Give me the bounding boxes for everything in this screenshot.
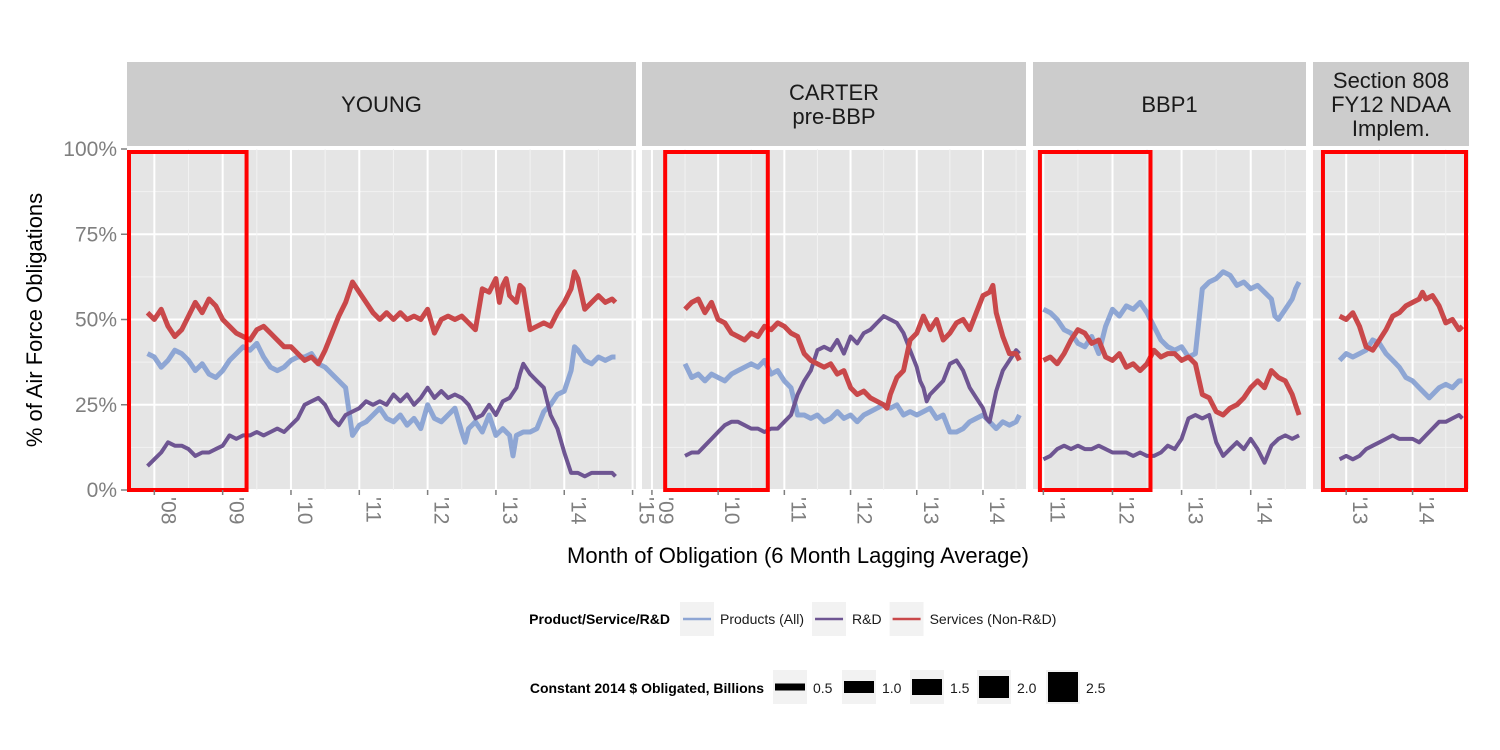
x-tick-label: '13 (1348, 497, 1371, 524)
series-line-products (682, 357, 1022, 435)
legend-swatch (1048, 672, 1078, 702)
facet-strip-label: YOUNG (341, 92, 422, 117)
size-legend-item: 0.5 (773, 670, 833, 704)
y-tick-label: 0% (87, 479, 117, 502)
color-legend-item: Services (Non-R&D) (889, 602, 1057, 636)
color-legend-item: Products (All) (680, 602, 804, 636)
facet-panel: BBP1 '11 '12 '13 '14 (1033, 62, 1306, 525)
x-tick-label: '13 (498, 497, 521, 524)
x-tick-label: '09 (225, 497, 248, 524)
x-tick-label: '14 (566, 497, 589, 525)
facet-strip-label: Implem. (1352, 116, 1430, 141)
size-legend-item: 1.0 (842, 670, 902, 704)
x-tick-label: '13 (1184, 497, 1207, 524)
x-tick-label: '10 (293, 497, 316, 524)
legend-swatch (979, 676, 1009, 698)
x-tick-label: '12 (1115, 497, 1138, 524)
color-legend-label: Products (All) (720, 611, 804, 627)
x-tick-label: '12 (430, 497, 453, 524)
size-legend-label: 2.0 (1017, 680, 1037, 696)
x-axis-title: Month of Obligation (6 Month Lagging Ave… (567, 543, 1029, 568)
size-legend-label: 2.5 (1086, 680, 1106, 696)
x-tick-label: '08 (156, 497, 179, 524)
facet-strip (1313, 62, 1469, 146)
x-tick-label: '10 (720, 497, 743, 524)
highlight-box (663, 150, 770, 492)
highlight-box (1037, 150, 1153, 492)
facet-strip (642, 62, 1026, 146)
size-legend-item: 2.5 (1046, 670, 1106, 704)
facet-strip (1033, 62, 1306, 146)
y-tick-label: 75% (75, 223, 117, 246)
y-tick-label: 100% (63, 138, 117, 161)
panels-layer: YOUNG'08'09'10'11'12'13'14'15CARTERpre-B… (127, 62, 1469, 525)
legend-swatch (844, 681, 874, 693)
y-tick-label: 25% (75, 394, 117, 417)
facet-strip-label: BBP1 (1141, 92, 1197, 117)
size-legend-title: Constant 2014 $ Obligated, Billions (530, 680, 764, 696)
legend-swatch (775, 683, 805, 691)
y-tick-label: 50% (75, 309, 117, 332)
x-tick-label: '14 (1253, 497, 1276, 525)
size-legend: Constant 2014 $ Obligated, Billions 0.5 1… (530, 670, 1106, 704)
x-tick-label: '12 (853, 497, 876, 524)
series-line-rnd (146, 361, 617, 479)
series-line-rnd (1042, 413, 1301, 465)
size-legend-label: 1.5 (950, 680, 970, 696)
series-line-services (1042, 327, 1302, 418)
series-line-products (146, 340, 616, 459)
color-legend-title: Product/Service/R&D (529, 611, 670, 627)
y-axis-title: % of Air Force Obligations (22, 193, 47, 447)
x-tick-label: '09 (654, 497, 677, 524)
x-tick-label: '13 (919, 497, 942, 524)
size-legend-label: 1.0 (882, 680, 902, 696)
x-tick-label: '11 (786, 497, 809, 523)
legend-swatch (912, 679, 942, 695)
series-line-products (1337, 337, 1463, 401)
highlight-box (1320, 150, 1468, 492)
color-legend-label: R&D (852, 611, 882, 627)
y-axis: 0% 25% 50% 75% 100% (63, 138, 127, 502)
series-line-services (145, 269, 618, 367)
size-legend-label: 0.5 (813, 680, 833, 696)
x-tick-label: '14 (1415, 497, 1438, 525)
x-tick-label: '11 (1045, 497, 1068, 523)
color-legend-label: Services (Non-R&D) (930, 611, 1057, 627)
size-legend-item: 2.0 (977, 670, 1037, 704)
color-legend-item: R&D (812, 602, 882, 636)
x-tick-label: '14 (985, 497, 1008, 525)
x-tick-label: '15 (635, 497, 658, 524)
series-line-services (1338, 289, 1465, 353)
facet-panel: YOUNG '08 '09 '10 '11 '12 '13 '14 '15 (127, 62, 658, 525)
facet-strip (127, 62, 636, 146)
color-legend: Product/Service/R&D Products (All) R&D Ser… (529, 602, 1056, 636)
facet-strip-label: CARTER (789, 80, 879, 105)
series-line-services (683, 282, 1022, 411)
facet-strip-label: pre-BBP (792, 104, 875, 129)
facet-strip-label: FY12 NDAA (1331, 92, 1451, 117)
series-line-rnd (684, 314, 1021, 458)
facet-strip-label: Section 808 (1333, 68, 1449, 93)
size-legend-item: 1.5 (910, 670, 970, 704)
x-tick-label: '11 (361, 497, 384, 523)
series-line-rnd (1338, 413, 1464, 462)
highlight-box (127, 150, 249, 492)
